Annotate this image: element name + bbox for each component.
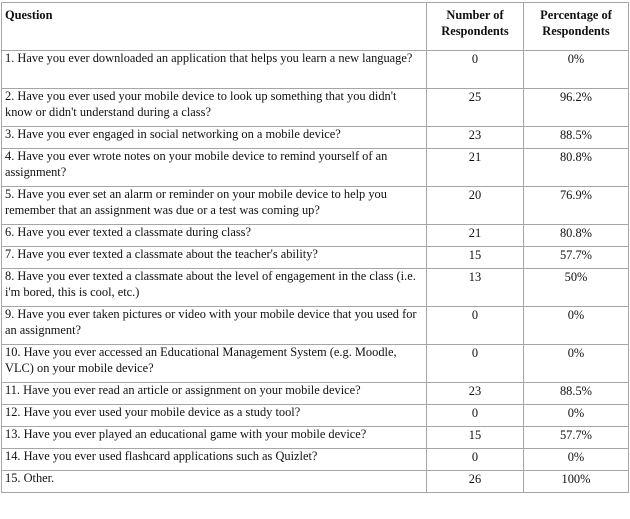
number-cell: 26 xyxy=(426,470,524,493)
table-row: 7. Have you ever texted a classmate abou… xyxy=(1,246,629,269)
question-cell: 3. Have you ever engaged in social netwo… xyxy=(1,126,427,149)
number-cell: 0 xyxy=(426,344,524,383)
number-cell: 0 xyxy=(426,50,524,89)
percentage-cell: 0% xyxy=(523,344,629,383)
percentage-cell: 50% xyxy=(523,268,629,307)
percentage-cell: 100% xyxy=(523,470,629,493)
percentage-cell: 0% xyxy=(523,50,629,89)
percentage-cell: 96.2% xyxy=(523,88,629,127)
percentage-cell: 0% xyxy=(523,448,629,471)
question-cell: 4. Have you ever wrote notes on your mob… xyxy=(1,148,427,187)
question-cell: 10. Have you ever accessed an Educationa… xyxy=(1,344,427,383)
percentage-cell: 0% xyxy=(523,306,629,345)
number-cell: 13 xyxy=(426,268,524,307)
table-row: 5. Have you ever set an alarm or reminde… xyxy=(1,186,629,225)
table-row: 1. Have you ever downloaded an applicati… xyxy=(1,50,629,89)
question-cell: 6. Have you ever texted a classmate duri… xyxy=(1,224,427,247)
question-cell: 5. Have you ever set an alarm or reminde… xyxy=(1,186,427,225)
number-cell: 21 xyxy=(426,224,524,247)
number-cell: 21 xyxy=(426,148,524,187)
number-cell: 0 xyxy=(426,404,524,427)
percentage-cell: 57.7% xyxy=(523,426,629,449)
percentage-cell: 88.5% xyxy=(523,382,629,405)
table-body: 1. Have you ever downloaded an applicati… xyxy=(1,50,629,493)
question-cell: 13. Have you ever played an educational … xyxy=(1,426,427,449)
question-cell: 2. Have you ever used your mobile device… xyxy=(1,88,427,127)
percentage-cell: 88.5% xyxy=(523,126,629,149)
number-cell: 23 xyxy=(426,382,524,405)
question-cell: 14. Have you ever used flashcard applica… xyxy=(1,448,427,471)
question-cell: 15. Other. xyxy=(1,470,427,493)
table-row: 11. Have you ever read an article or ass… xyxy=(1,382,629,405)
number-header: Number of Respondents xyxy=(426,2,524,51)
question-cell: 12. Have you ever used your mobile devic… xyxy=(1,404,427,427)
survey-results-table: Question Number of Respondents Percentag… xyxy=(1,2,629,493)
percentage-header: Percentage of Respondents xyxy=(523,2,629,51)
question-cell: 1. Have you ever downloaded an applicati… xyxy=(1,50,427,89)
question-cell: 11. Have you ever read an article or ass… xyxy=(1,382,427,405)
number-cell: 0 xyxy=(426,448,524,471)
table-row: 8. Have you ever texted a classmate abou… xyxy=(1,268,629,307)
table-row: 13. Have you ever played an educational … xyxy=(1,426,629,449)
header-row: Question Number of Respondents Percentag… xyxy=(1,2,629,51)
percentage-cell: 76.9% xyxy=(523,186,629,225)
question-header: Question xyxy=(1,2,427,51)
number-cell: 0 xyxy=(426,306,524,345)
table-row: 2. Have you ever used your mobile device… xyxy=(1,88,629,127)
question-cell: 7. Have you ever texted a classmate abou… xyxy=(1,246,427,269)
table-row: 9. Have you ever taken pictures or video… xyxy=(1,306,629,345)
table-row: 12. Have you ever used your mobile devic… xyxy=(1,404,629,427)
number-cell: 20 xyxy=(426,186,524,225)
percentage-cell: 80.8% xyxy=(523,148,629,187)
number-cell: 25 xyxy=(426,88,524,127)
table-row: 4. Have you ever wrote notes on your mob… xyxy=(1,148,629,187)
percentage-cell: 57.7% xyxy=(523,246,629,269)
table-row: 15. Other. 26 100% xyxy=(1,470,629,493)
table-row: 3. Have you ever engaged in social netwo… xyxy=(1,126,629,149)
number-cell: 15 xyxy=(426,426,524,449)
table-row: 6. Have you ever texted a classmate duri… xyxy=(1,224,629,247)
percentage-cell: 80.8% xyxy=(523,224,629,247)
question-cell: 9. Have you ever taken pictures or video… xyxy=(1,306,427,345)
percentage-cell: 0% xyxy=(523,404,629,427)
table-row: 14. Have you ever used flashcard applica… xyxy=(1,448,629,471)
table-row: 10. Have you ever accessed an Educationa… xyxy=(1,344,629,383)
number-cell: 15 xyxy=(426,246,524,269)
question-cell: 8. Have you ever texted a classmate abou… xyxy=(1,268,427,307)
number-cell: 23 xyxy=(426,126,524,149)
